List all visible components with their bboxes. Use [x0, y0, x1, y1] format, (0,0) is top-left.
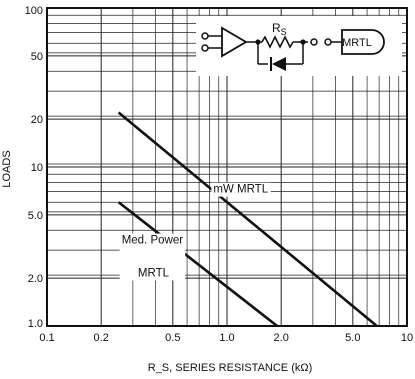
- y-tick-label: 50: [31, 51, 43, 63]
- y-tick-label: 100: [25, 5, 43, 17]
- resistor-label: RS: [272, 21, 287, 37]
- mw-mrtl-label-background: [211, 182, 271, 197]
- x-tick-label: 0.2: [94, 332, 109, 344]
- y-axis-label: LOADS: [1, 150, 13, 187]
- series-line-mw-mrtl: [117, 111, 378, 328]
- series-line-med-power-mrtl: [117, 201, 278, 328]
- x-tick-label: 2.0: [274, 332, 289, 344]
- y-tick-label: 1.0: [28, 318, 43, 330]
- resistor-symbol: R: [272, 21, 281, 35]
- mw-mrtl-label: mW MRTL: [213, 184, 268, 196]
- mrtl-gate-icon: [341, 29, 385, 55]
- diode-icon: [272, 57, 286, 71]
- med-power-label-background: [119, 233, 186, 281]
- circuit-schematic-inset: MRTL RS: [196, 16, 402, 76]
- y-tick-label: 2.0: [28, 273, 43, 285]
- input-terminal-top: [201, 32, 209, 40]
- gate-label: MRTL: [342, 37, 372, 49]
- x-tick-label: 1.0: [219, 332, 234, 344]
- x-tick-label: 5.0: [345, 332, 360, 344]
- output-terminal-1: [310, 38, 318, 46]
- y-tick-label: 20: [31, 114, 43, 126]
- plot-frame: [46, 7, 408, 327]
- resistor-icon: [261, 35, 294, 49]
- y-tick-label: 5.0: [28, 210, 43, 222]
- series-group: [117, 111, 378, 328]
- med-power-mrtl-label: MRTL: [138, 267, 170, 279]
- input-terminal-bottom: [201, 44, 209, 52]
- buffer-amplifier-icon: [221, 26, 248, 58]
- output-terminal-2: [324, 38, 332, 46]
- x-tick-label: 0.1: [39, 332, 54, 344]
- x-axis-label: R_S, SERIES RESISTANCE (kΩ): [148, 362, 313, 374]
- x-tick-label: 10: [401, 332, 413, 344]
- tick-labels: 0.1 0.2 0.5 1.0 2.0 5.0 10 1.0 2.0 5.0 10 20 50 100: [25, 5, 413, 344]
- resistor-subscript: S: [281, 27, 287, 37]
- x-tick-label: 0.5: [165, 332, 180, 344]
- y-tick-label: 10: [31, 162, 43, 174]
- med-power-label: Med. Power: [122, 235, 184, 247]
